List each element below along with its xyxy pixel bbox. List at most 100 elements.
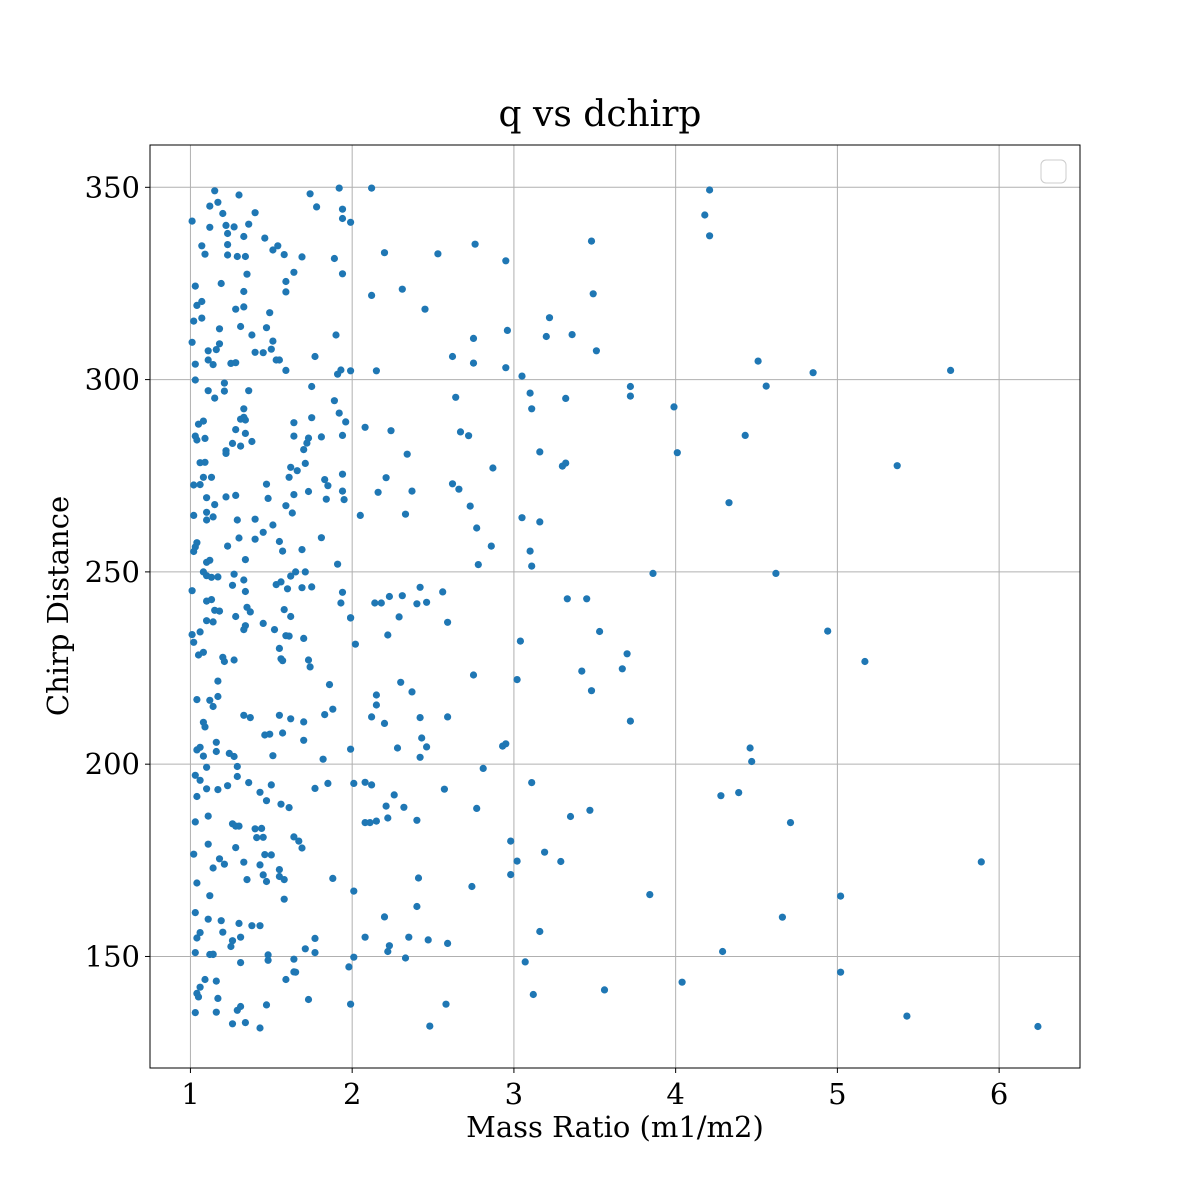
scatter-point bbox=[245, 779, 253, 787]
scatter-point bbox=[282, 288, 290, 296]
scatter-point bbox=[300, 634, 308, 643]
scatter-point bbox=[319, 755, 327, 763]
scatter-point bbox=[262, 1001, 271, 1009]
scatter-point bbox=[298, 546, 306, 554]
scatter-point bbox=[287, 463, 295, 471]
scatter-point bbox=[469, 334, 478, 342]
scatter-point bbox=[384, 947, 392, 956]
scatter-point bbox=[199, 648, 207, 656]
scatter-point bbox=[269, 752, 277, 760]
scatter-point bbox=[196, 743, 204, 751]
scatter-point bbox=[198, 314, 206, 322]
scatter-point bbox=[311, 949, 319, 957]
scatter-point bbox=[209, 864, 217, 872]
scatter-point bbox=[473, 524, 481, 532]
scatter-point bbox=[587, 687, 596, 695]
scatter-point bbox=[361, 933, 369, 941]
scatter-point bbox=[283, 585, 292, 593]
scatter-point bbox=[350, 887, 358, 895]
scatter-point bbox=[203, 785, 211, 793]
scatter-point bbox=[366, 819, 374, 827]
scatter-point bbox=[332, 331, 340, 339]
scatter-point bbox=[300, 736, 308, 744]
scatter-point bbox=[214, 994, 222, 1003]
scatter-point bbox=[190, 638, 198, 646]
scatter-point bbox=[280, 876, 288, 884]
scatter-point bbox=[211, 394, 219, 402]
scatter-point bbox=[190, 317, 198, 325]
scatter-point bbox=[502, 257, 510, 265]
scatter-point bbox=[405, 933, 413, 941]
scatter-point bbox=[224, 241, 232, 249]
scatter-point bbox=[241, 1019, 249, 1027]
scatter-point bbox=[290, 268, 298, 276]
scatter-point bbox=[258, 824, 266, 833]
scatter-point bbox=[212, 747, 220, 756]
scatter-point bbox=[241, 556, 249, 564]
scatter-point bbox=[471, 240, 479, 248]
scatter-point bbox=[300, 446, 308, 454]
scatter-point bbox=[253, 834, 261, 842]
scatter-point bbox=[282, 366, 290, 374]
scatter-point bbox=[368, 291, 376, 299]
scatter-point bbox=[198, 297, 206, 306]
scatter-point bbox=[232, 491, 240, 499]
scatter-point bbox=[212, 977, 220, 985]
scatter-point bbox=[209, 618, 217, 626]
scatter-point bbox=[395, 613, 403, 621]
scatter-point bbox=[586, 806, 594, 814]
scatter-point bbox=[280, 606, 288, 614]
scatter-point bbox=[322, 495, 330, 503]
scatter-point bbox=[230, 752, 238, 761]
scatter-point bbox=[308, 382, 316, 391]
scatter-point bbox=[400, 803, 408, 811]
scatter-point bbox=[455, 485, 463, 493]
scatter-point bbox=[398, 592, 406, 600]
scatter-point bbox=[237, 1002, 245, 1011]
scatter-point bbox=[380, 249, 389, 257]
scatter-point bbox=[259, 833, 267, 841]
scatter-point bbox=[191, 818, 199, 826]
scatter-point bbox=[298, 844, 306, 852]
scatter-point bbox=[313, 203, 321, 211]
scatter-point bbox=[262, 797, 271, 805]
scatter-point bbox=[762, 382, 770, 390]
scatter-point bbox=[397, 678, 405, 686]
scatter-point bbox=[285, 632, 293, 640]
scatter-point bbox=[214, 786, 222, 794]
scatter-point bbox=[243, 270, 251, 278]
scatter-point bbox=[251, 209, 259, 217]
scatter-point bbox=[338, 588, 347, 596]
scatter-point bbox=[222, 221, 230, 229]
scatter-point bbox=[193, 792, 201, 801]
scatter-point bbox=[298, 584, 306, 592]
scatter-point bbox=[448, 352, 457, 361]
scatter-point bbox=[528, 405, 536, 413]
scatter-point bbox=[209, 513, 217, 521]
scatter-point bbox=[206, 892, 214, 900]
scatter-point bbox=[219, 209, 227, 218]
scatter-point bbox=[240, 413, 248, 421]
scatter-point bbox=[347, 367, 355, 375]
y-axis-label: Chirp Distance bbox=[41, 496, 75, 716]
scatter-point bbox=[466, 502, 474, 510]
scatter-point bbox=[198, 242, 206, 250]
scatter-point bbox=[206, 696, 214, 704]
scatter-point bbox=[536, 518, 544, 526]
y-tick-label: 300 bbox=[85, 363, 140, 397]
scatter-point bbox=[469, 359, 478, 367]
x-tick-label: 6 bbox=[990, 1077, 1008, 1111]
scatter-point bbox=[251, 825, 259, 833]
scatter-point bbox=[589, 290, 597, 298]
scatter-point bbox=[204, 347, 212, 355]
scatter-point bbox=[199, 417, 207, 425]
scatter-point bbox=[275, 711, 283, 719]
y-tick-label: 200 bbox=[85, 747, 140, 781]
scatter-point bbox=[334, 560, 342, 568]
scatter-point bbox=[416, 583, 424, 591]
scatter-point bbox=[321, 476, 329, 484]
data-points bbox=[188, 184, 1042, 1032]
scatter-point bbox=[374, 488, 382, 496]
scatter-point bbox=[893, 462, 901, 470]
scatter-point bbox=[479, 764, 487, 773]
